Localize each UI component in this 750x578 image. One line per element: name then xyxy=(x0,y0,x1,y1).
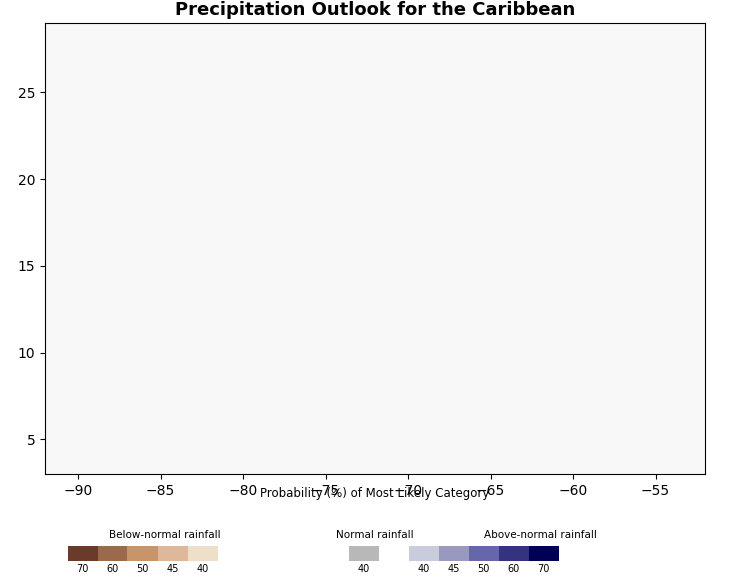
Text: 60: 60 xyxy=(508,564,520,574)
Text: Normal rainfall: Normal rainfall xyxy=(336,529,414,539)
Text: 60: 60 xyxy=(106,564,118,574)
Text: 40: 40 xyxy=(418,564,430,574)
Text: 40: 40 xyxy=(358,564,370,574)
Text: 40: 40 xyxy=(196,564,208,574)
Text: 45: 45 xyxy=(448,564,460,574)
Text: 70: 70 xyxy=(76,564,88,574)
Text: Above-normal rainfall: Above-normal rainfall xyxy=(484,529,596,539)
Text: Probability (%) of Most Likely Category: Probability (%) of Most Likely Category xyxy=(260,487,490,500)
Text: Below-normal rainfall: Below-normal rainfall xyxy=(110,529,220,539)
Text: 50: 50 xyxy=(136,564,148,574)
Text: 45: 45 xyxy=(166,564,178,574)
Text: 50: 50 xyxy=(478,564,490,574)
Title: Precipitation Outlook for the Caribbean: Precipitation Outlook for the Caribbean xyxy=(175,1,575,19)
Text: 70: 70 xyxy=(538,564,550,574)
